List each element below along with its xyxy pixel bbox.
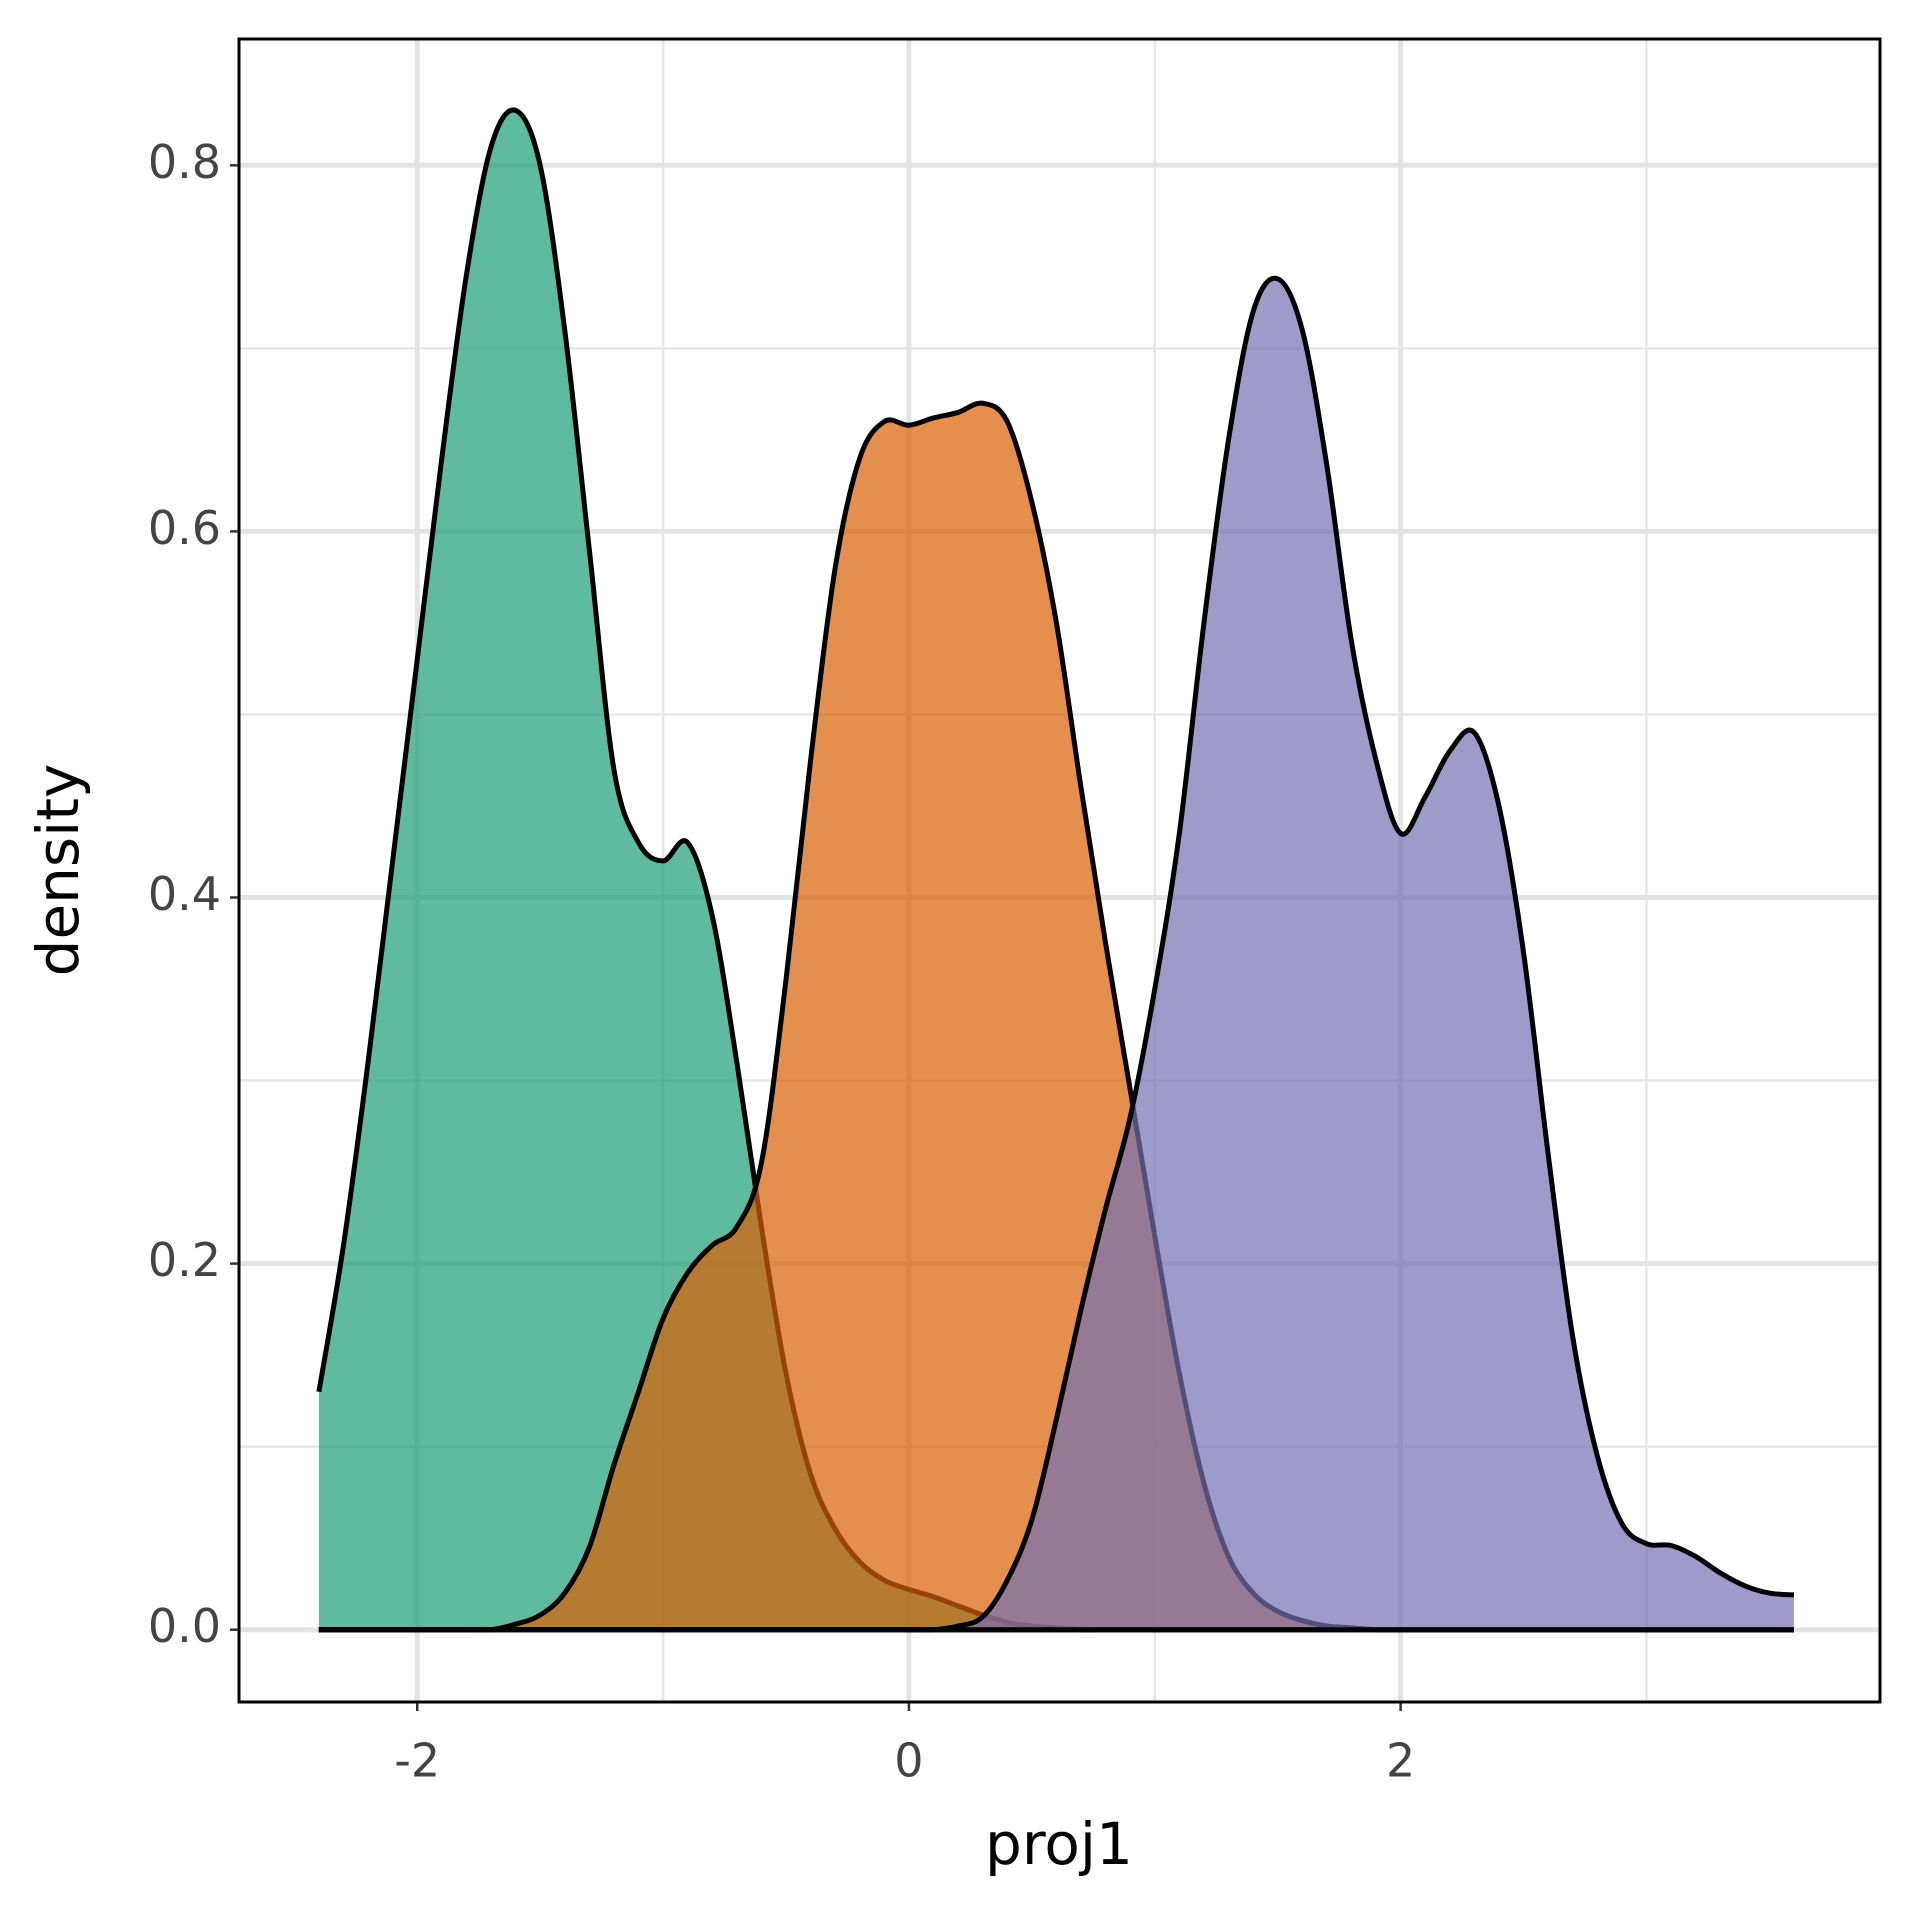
y-tick-label: 0.4 [148,867,221,921]
y-tick-label: 0.0 [148,1599,221,1653]
x-tick-label: -2 [394,1734,440,1788]
y-axis-title: density [24,764,92,977]
x-tick-label: 2 [1386,1734,1415,1788]
density-area [318,403,1794,1631]
y-tick-label: 0.6 [148,501,221,555]
density-area [318,109,1794,1630]
density-area [318,278,1794,1630]
x-tick-label: 0 [894,1734,923,1788]
x-axis-title: proj1 [985,1810,1133,1878]
density-line [318,275,1795,1633]
y-tick-label: 0.2 [148,1233,221,1287]
panel-border [237,37,1882,1704]
y-tick-label: 0.8 [148,135,221,189]
